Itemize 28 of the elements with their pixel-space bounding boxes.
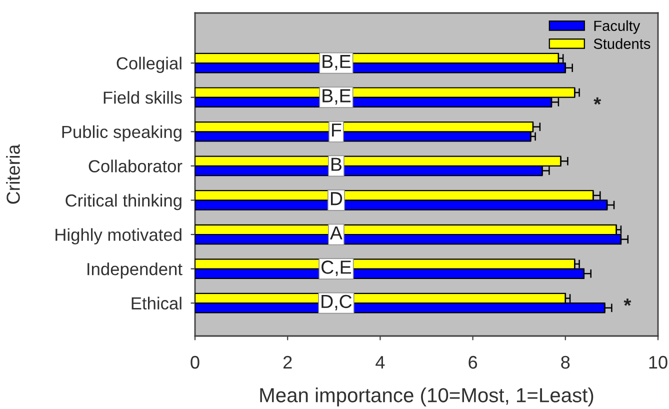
x-tick-label: 2 xyxy=(283,356,292,369)
x-tick-label: 10 xyxy=(649,356,668,369)
y-tick-label: Ethical xyxy=(132,296,182,310)
annotation: * xyxy=(624,298,632,306)
y-tick-label: Critical thinking xyxy=(66,194,182,210)
y-tick-label: Collegial xyxy=(116,56,182,73)
annotation: B xyxy=(332,158,342,171)
y-tick-label: Public speaking xyxy=(62,125,182,142)
x-tick-label: 8 xyxy=(561,356,570,369)
legend-label: Students xyxy=(594,38,650,49)
annotation: D,C xyxy=(322,294,352,310)
annotation: A xyxy=(330,226,342,240)
x-tick-label: 6 xyxy=(468,356,478,369)
annotation: B,E xyxy=(322,55,351,70)
y-tick-label: Collaborator xyxy=(88,160,182,172)
annotation: C,E xyxy=(322,260,352,276)
annotation: * xyxy=(594,97,602,105)
legend-label: Faculty xyxy=(594,20,640,34)
y-tick-label: Highly motivated xyxy=(56,228,182,244)
y-tick-label: Independent xyxy=(88,262,182,279)
annotation: B,E xyxy=(322,89,351,105)
x-axis-title: Mean importance (10=Most, 1=Least) xyxy=(260,388,594,406)
annotation: D xyxy=(330,192,342,206)
y-tick-label: Field skills xyxy=(104,91,182,104)
y-axis-title: Criteria xyxy=(6,144,20,204)
x-tick-label: 0 xyxy=(190,356,200,369)
annotation: F xyxy=(332,124,342,136)
x-tick-label: 4 xyxy=(376,356,385,369)
